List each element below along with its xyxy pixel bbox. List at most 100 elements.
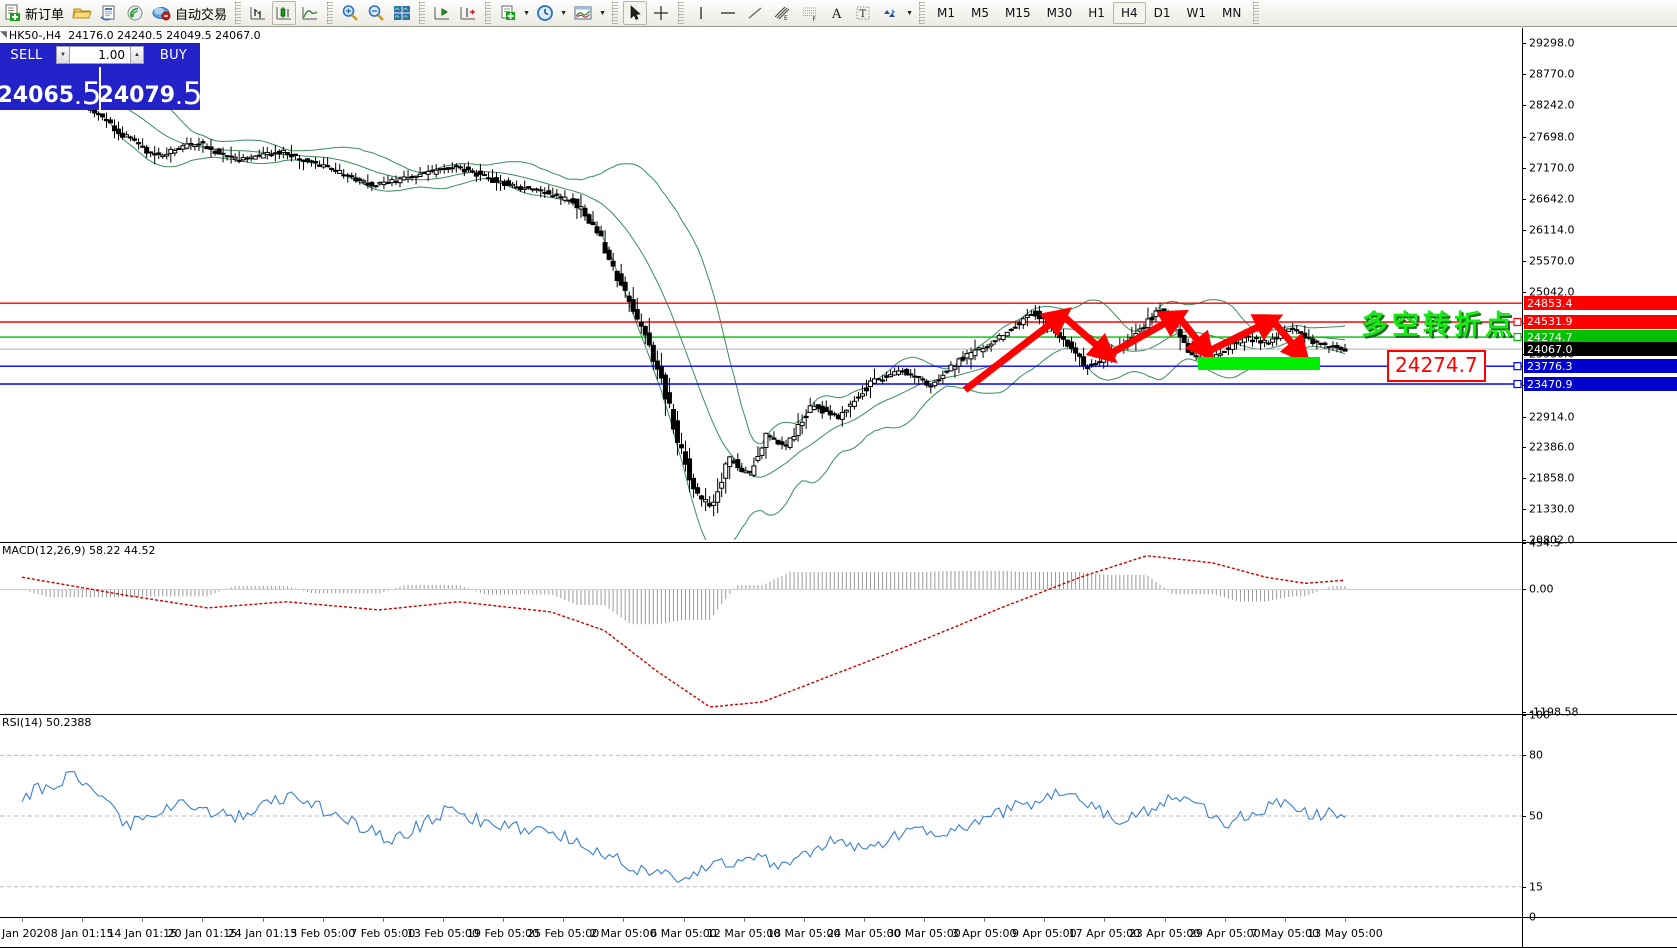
candle-body: [437, 168, 443, 171]
candle-body: [1326, 346, 1332, 349]
sell-button[interactable]: SELL: [0, 43, 53, 67]
volume-decrement-button[interactable]: ▼: [56, 46, 70, 64]
timeframe-button-h4[interactable]: H4: [1112, 2, 1146, 24]
bar-chart-icon[interactable]: [246, 1, 270, 25]
text-label-icon[interactable]: A: [825, 1, 849, 25]
candle-body: [389, 179, 395, 184]
time-tick: [202, 918, 204, 922]
equidistant-channel-icon[interactable]: E: [769, 1, 795, 25]
rsi-tick-label: 15: [1529, 880, 1543, 894]
ask-price[interactable]: 24079 . 5: [99, 67, 203, 110]
price-plot-area[interactable]: [0, 28, 1522, 540]
ask-price-sep: .: [176, 90, 182, 108]
one-click-trading-panel[interactable]: SELL ▼ 1.00 ▲ BUY 24065 . 5 24079 . 5: [0, 43, 203, 110]
price-level-tag[interactable]: 24067.0: [1524, 342, 1677, 357]
signal-icon[interactable]: [123, 1, 147, 25]
trend-arrow[interactable]: [1175, 313, 1215, 362]
tile-windows-icon[interactable]: [390, 1, 414, 25]
crosshair-icon[interactable]: [649, 1, 673, 25]
vertical-line-icon[interactable]: [689, 1, 713, 25]
cursor-icon[interactable]: [623, 1, 648, 25]
price-tick: [1523, 416, 1526, 418]
symbol-info-bar: ◥ HK50-,H4 24176.0 24240.5 24049.5 24067…: [0, 28, 1677, 42]
timeframe-button-m1[interactable]: M1: [937, 6, 956, 20]
candle-body: [252, 155, 258, 160]
auto-trading-button[interactable]: 自动交易: [149, 1, 230, 25]
candle-body: [1306, 336, 1312, 339]
candle-body: [976, 347, 982, 351]
add-indicator-icon[interactable]: [496, 1, 520, 25]
level-line-handle[interactable]: [1513, 317, 1522, 327]
timeframe-button-mn[interactable]: MN: [1222, 6, 1242, 20]
price-axis[interactable]: 29298.0 28770.0 28242.0 27698.0 27170.0 26642…: [1522, 28, 1677, 948]
chevron-down-icon[interactable]: ▼: [560, 9, 567, 17]
new-order-button[interactable]: 新订单: [1, 1, 67, 25]
chart-shift-icon[interactable]: [430, 1, 454, 25]
line-chart-icon[interactable]: [298, 1, 322, 25]
candle-body: [678, 444, 684, 449]
timeframe-button-m30[interactable]: M30: [1046, 6, 1073, 20]
level-line-handle[interactable]: [1513, 362, 1522, 371]
price-level-tag[interactable]: 24531.9: [1524, 314, 1677, 329]
price-level-tag[interactable]: 23776.3: [1524, 359, 1677, 374]
macd-pane[interactable]: MACD(12,26,9) 58.22 44.52: [0, 542, 1677, 712]
trend-arrow[interactable]: [1106, 309, 1190, 359]
trend-arrow[interactable]: [1059, 312, 1118, 364]
chevron-down-icon[interactable]: ▼: [599, 9, 606, 17]
trend-arrow[interactable]: [1205, 314, 1284, 356]
horizontal-line-icon[interactable]: [715, 1, 741, 25]
buy-button[interactable]: BUY: [147, 43, 200, 67]
chevron-down-icon[interactable]: ▼: [523, 9, 530, 17]
rsi-tick-label: 80: [1529, 748, 1543, 762]
volume-field-wrap[interactable]: ▼ 1.00 ▲: [53, 43, 147, 67]
time-tick-label: 3 Feb 05:00: [290, 927, 356, 940]
chevron-down-icon[interactable]: ▼: [906, 9, 913, 17]
price-tick: [1523, 74, 1526, 76]
templates-icon[interactable]: [570, 1, 596, 25]
rsi-pane[interactable]: RSI(14) 50.2388: [0, 714, 1677, 917]
chart-container[interactable]: MACD(12,26,9) 58.22 44.52 RSI(14) 50.238…: [0, 28, 1677, 948]
level-line-handle[interactable]: [1513, 332, 1522, 342]
timeframe-button-h1[interactable]: H1: [1088, 6, 1105, 20]
zoom-out-icon[interactable]: [364, 1, 388, 25]
price-level-tag[interactable]: 23470.9: [1524, 377, 1677, 391]
candle-body: [594, 226, 600, 234]
volume-input[interactable]: 1.00: [70, 46, 130, 64]
auto-scroll-icon[interactable]: [456, 1, 480, 25]
candle-body: [276, 150, 282, 155]
timeframe-button-d1[interactable]: D1: [1153, 6, 1171, 20]
price-level-tag[interactable]: 24274.7: [1524, 330, 1677, 345]
macd-plot-area[interactable]: [0, 543, 1522, 712]
candle-body: [743, 470, 749, 474]
period-clock-icon[interactable]: [533, 1, 557, 25]
fibonacci-icon[interactable]: F: [797, 1, 823, 25]
volume-increment-button[interactable]: ▲: [130, 46, 144, 64]
folder-icon[interactable]: [69, 1, 95, 25]
green-zone-rectangle[interactable]: [1198, 357, 1320, 370]
trend-arrow[interactable]: [1269, 317, 1311, 365]
shapes-icon[interactable]: [877, 1, 903, 25]
timeframe-button-m15[interactable]: M15: [1005, 6, 1031, 20]
bid-price[interactable]: 24065 . 5: [0, 67, 102, 110]
trend-arrow[interactable]: [962, 307, 1072, 393]
chinese-annotation-text[interactable]: 多空转折点: [1361, 310, 1516, 341]
candle-body: [1012, 326, 1018, 329]
level-line-handle[interactable]: [1513, 379, 1522, 389]
candle-body: [99, 113, 105, 118]
text-box-icon[interactable]: T: [851, 1, 875, 25]
candle-body: [156, 152, 162, 155]
zoom-in-icon[interactable]: [338, 1, 362, 25]
time-axis[interactable]: Jan 2020 8 Jan 01:15 14 Jan 01:15 20 Jan 01…: [0, 917, 1522, 948]
candle-body: [574, 198, 580, 209]
price-level-tag[interactable]: 24853.4: [1524, 296, 1677, 311]
publish-icon[interactable]: [97, 1, 121, 25]
timeframe-button-w1[interactable]: W1: [1186, 6, 1207, 20]
trendline-icon[interactable]: [743, 1, 767, 25]
timeframe-button-m5[interactable]: M5: [971, 6, 990, 20]
time-tick: [1104, 918, 1106, 922]
rsi-plot-area[interactable]: [0, 715, 1522, 917]
candlestick-chart-icon[interactable]: [272, 1, 297, 25]
price-pane[interactable]: [0, 28, 1677, 540]
macd-tick-label: 454.5: [1529, 536, 1561, 550]
price-callout-box[interactable]: 24274.7: [1387, 350, 1486, 382]
